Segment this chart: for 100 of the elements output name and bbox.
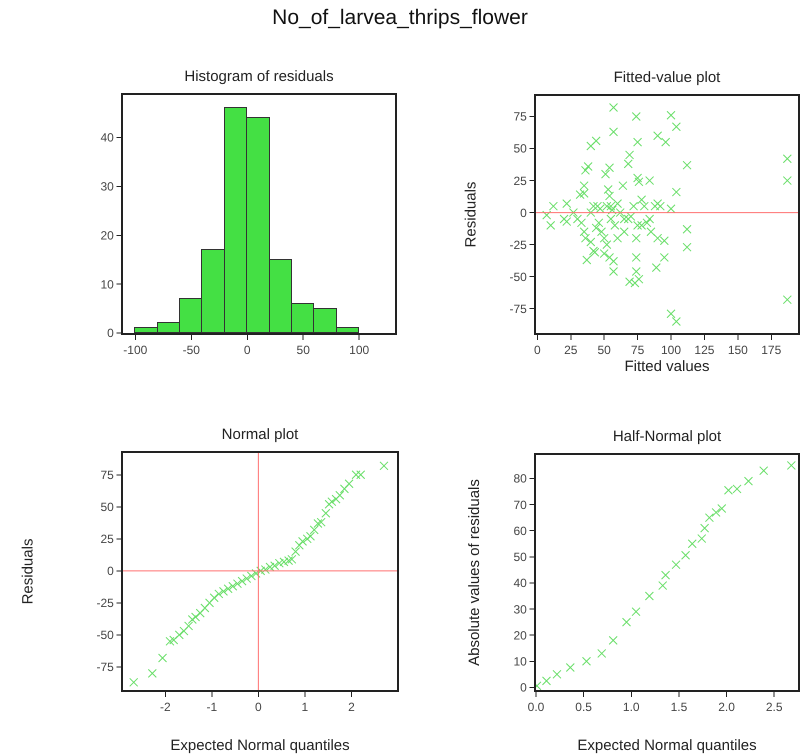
point (379, 461, 388, 470)
point (228, 582, 238, 591)
point (191, 612, 200, 622)
point (340, 484, 349, 494)
chart-title: No_of_larvea_thrips_flower (271, 6, 529, 30)
point (298, 536, 308, 546)
point (704, 513, 714, 522)
point (232, 579, 242, 588)
point (335, 490, 344, 500)
point (252, 568, 261, 578)
point (744, 476, 753, 486)
y-tick-label: 10 (100, 277, 114, 292)
point (158, 653, 168, 662)
point (356, 470, 366, 480)
x-tick-label: 2.0 (718, 700, 736, 714)
y-tick-label: -75 (510, 302, 528, 316)
x-tick-label: 0.0 (528, 700, 545, 714)
point (324, 500, 334, 509)
y-tick-label: 30 (513, 602, 528, 616)
x-tick-label: 100 (660, 343, 682, 358)
y-tick-label: -25 (510, 238, 528, 252)
point (700, 524, 710, 533)
x-tick-label: 0 (244, 343, 251, 358)
x-tick-label: -1 (206, 700, 218, 714)
point (316, 518, 326, 527)
y-tick-label: 40 (513, 576, 528, 590)
x-tick-label: 50 (296, 343, 310, 358)
point (712, 508, 721, 517)
point (697, 534, 706, 544)
point (597, 648, 606, 658)
x-tick-label: 0 (255, 700, 262, 714)
point (129, 678, 138, 687)
y-tick-label: 0 (520, 206, 528, 220)
x-tick-label: 25 (564, 343, 578, 358)
point (344, 479, 354, 488)
point (321, 508, 330, 518)
y-tick-label: 30 (100, 180, 114, 194)
point (242, 574, 252, 584)
point (552, 670, 562, 679)
point (174, 630, 184, 640)
x-tick-label: 125 (694, 343, 715, 358)
point (294, 540, 304, 550)
point (786, 460, 796, 470)
y-axis-title: Absolute values of residuals (466, 479, 484, 666)
x-tick-label: 1.5 (670, 700, 688, 714)
point (622, 618, 632, 627)
point (169, 636, 178, 645)
point (238, 576, 247, 586)
point (218, 586, 228, 596)
x-tick-label: -50 (182, 343, 200, 358)
point (310, 525, 319, 534)
y-tick-label: 0 (107, 326, 114, 340)
x-tick-label: 0 (534, 343, 541, 358)
y-tick-label: 50 (100, 500, 114, 514)
point (270, 561, 280, 570)
chart-title: Normal plot (222, 426, 300, 443)
point (658, 581, 668, 590)
point (148, 668, 157, 678)
x-tick-label: -2 (160, 700, 171, 714)
point (327, 497, 336, 506)
point (582, 656, 591, 666)
point (165, 636, 174, 646)
y-tick-label: 50 (513, 550, 528, 564)
x-tick-label: 175 (761, 343, 782, 358)
y-tick-label: 0 (520, 680, 528, 695)
point (542, 676, 551, 686)
y-axis-title: Residuals (462, 182, 480, 248)
point (184, 621, 194, 630)
y-tick-label: 75 (513, 110, 528, 124)
x-tick-label: 50 (597, 343, 612, 358)
x-axis-title: Expected Normal quantiles (170, 737, 350, 754)
chart-subtitle: Histogram of residuals (184, 68, 334, 85)
point (291, 547, 300, 556)
y-tick-label: 80 (513, 472, 528, 486)
y-tick-label: 60 (513, 524, 528, 538)
y-tick-label: 75 (100, 468, 114, 482)
x-tick-label: 150 (728, 343, 748, 358)
point (200, 604, 210, 613)
point (205, 598, 214, 608)
x-tick-label: 1.0 (622, 700, 640, 714)
x-tick-label: -100 (123, 343, 148, 358)
point (188, 615, 197, 624)
x-tick-label: 100 (349, 343, 370, 358)
y-tick-label: 20 (100, 228, 114, 242)
point (717, 504, 726, 514)
point (608, 636, 618, 645)
y-tick-label: 50 (513, 142, 528, 156)
y-tick-label: 70 (513, 498, 528, 512)
point (759, 466, 768, 476)
x-axis-title: Expected Normal quantiles (577, 737, 757, 754)
point (313, 518, 322, 528)
x-tick-label: 75 (630, 343, 645, 358)
point (214, 589, 224, 598)
point (688, 539, 697, 548)
point (224, 584, 233, 594)
y-tick-label: -50 (510, 270, 528, 284)
x-tick-label: 0.5 (575, 700, 592, 714)
point (266, 562, 274, 572)
point (352, 470, 361, 480)
point (210, 593, 219, 602)
